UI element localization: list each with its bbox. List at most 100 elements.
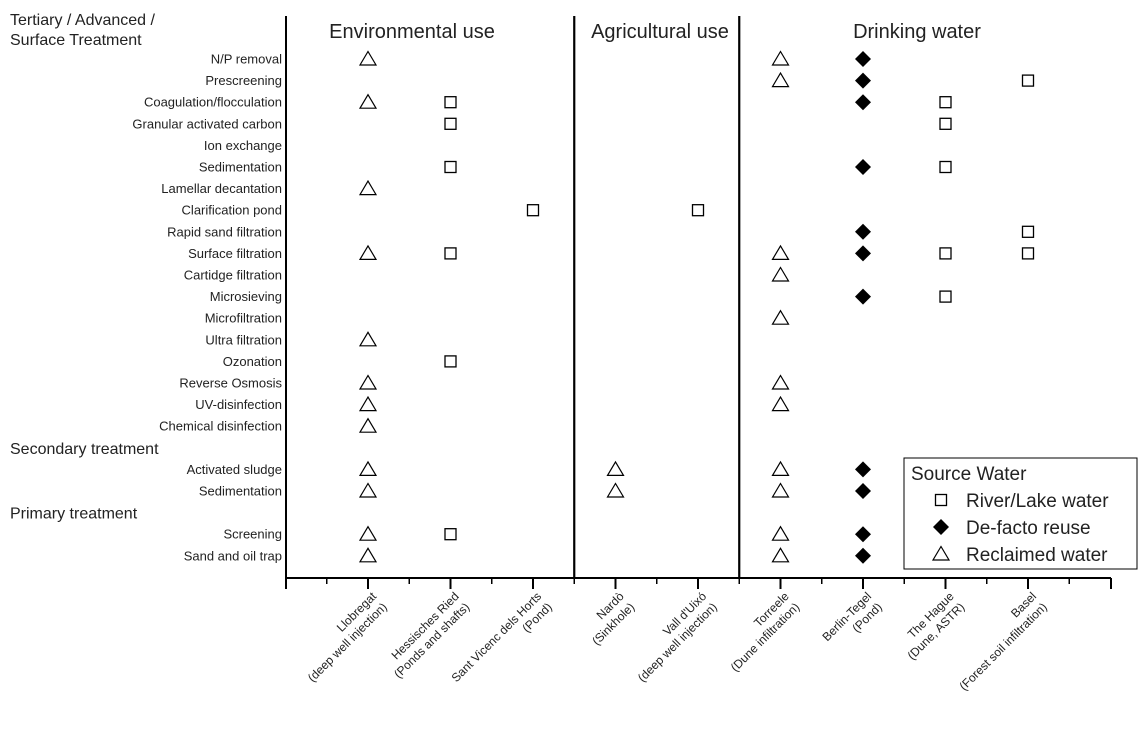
- triangle-marker-torreele-microfiltration: [771, 309, 790, 325]
- triangle-marker-torreele-n-p-removal: [771, 50, 790, 66]
- diamond-marker-berlin-tegel-surface-filtration: [855, 245, 871, 262]
- data-markers: [358, 50, 1035, 564]
- category-label-clarification-pond: Clarification pond: [182, 203, 282, 218]
- category-label-microsieving: Microsieving: [210, 289, 282, 304]
- site-label-the-hague: The Hague(Dune, ASTR): [905, 589, 968, 663]
- category-label-uv-disinfection: UV-disinfection: [195, 397, 282, 412]
- category-label-microfiltration: Microfiltration: [205, 311, 282, 326]
- legend-box: [903, 457, 1138, 570]
- diamond-marker-berlin-tegel-rapid-sand-filtration: [855, 223, 871, 240]
- square-marker-the-hague-granular-activated-carbon: [939, 117, 952, 130]
- triangle-marker-torreele-reverse-osmosis: [771, 374, 790, 390]
- diamond-marker-berlin-tegel-activated-sludge: [855, 461, 871, 478]
- square-marker-basel-prescreening: [1021, 74, 1035, 87]
- category-label-prescreening: Prescreening: [205, 73, 282, 88]
- category-label-n-p-removal: N/P removal: [211, 52, 282, 67]
- triangle-marker-torreele-cartidge-filtration: [771, 266, 790, 282]
- chart-frame: [285, 16, 1112, 589]
- square-marker-the-hague-microsieving: [939, 290, 952, 303]
- category-label-rapid-sand-filtration: Rapid sand filtration: [167, 224, 282, 239]
- site-label-torreele: Torreele(Dune infiltration): [728, 589, 803, 674]
- legend-square-marker: [934, 493, 948, 507]
- category-label-lamellar-decantation: Lamellar decantation: [161, 181, 282, 196]
- triangle-marker-torreele-surface-filtration: [771, 244, 790, 260]
- legend-label-river-lake-water: River/Lake water: [966, 491, 1109, 512]
- category-label-granular-activated-carbon: Granular activated carbon: [132, 116, 282, 131]
- category-label-ultra-filtration: Ultra filtration: [205, 332, 282, 347]
- section-title-environmental-use: Environmental use: [329, 21, 495, 43]
- triangle-marker-llobregat-coagulation-flocculation: [358, 93, 378, 109]
- category-label-cartidge-filtration: Cartidge filtration: [184, 268, 282, 283]
- section-title-drinking-water: Drinking water: [853, 21, 981, 43]
- legend-title: Source Water: [911, 464, 1027, 485]
- site-label-vall-d-uix: Vall d'Uixó(deep well injection): [635, 589, 720, 685]
- square-marker-hessisches-ried-surface-filtration: [444, 247, 457, 260]
- triangle-marker-llobregat-chemical-disinfection: [358, 417, 378, 433]
- triangle-marker-torreele-uv-disinfection: [771, 395, 790, 412]
- triangle-marker-nard-activated-sludge: [606, 460, 625, 476]
- section-headings: Environmental use Agricultural use Drinkin…: [10, 12, 981, 523]
- category-label-sedimentation: Sedimentation: [199, 160, 282, 175]
- site-detail: (Forest soil infiltration): [956, 600, 1049, 693]
- category-labels: N/P removal Prescreening Coagulation/flocc…: [132, 52, 282, 564]
- square-marker-hessisches-ried-sedimentation: [444, 160, 457, 174]
- group-heading-surface-treatment: Surface Treatment: [10, 32, 142, 49]
- group-heading-secondary-treatment: Secondary treatment: [10, 441, 159, 458]
- diamond-marker-berlin-tegel-microsieving: [855, 288, 871, 305]
- square-marker-hessisches-ried-granular-activated-carbon: [444, 117, 457, 130]
- triangle-marker-llobregat-surface-filtration: [358, 244, 378, 260]
- legend-diamond-marker: [933, 519, 949, 535]
- diamond-marker-berlin-tegel-sedimentation: [855, 159, 871, 175]
- diamond-marker-berlin-tegel-sedimentation: [855, 483, 871, 499]
- square-marker-the-hague-coagulation-flocculation: [939, 96, 952, 109]
- triangle-marker-nard-sedimentation: [606, 482, 625, 498]
- square-marker-hessisches-ried-coagulation-flocculation: [444, 96, 457, 109]
- category-label-activated-sludge: Activated sludge: [187, 462, 282, 477]
- site-labels: Llobregat(deep well injection)Hessisches…: [305, 589, 1050, 693]
- group-heading-tertiary-advanced: Tertiary / Advanced /: [10, 12, 156, 29]
- square-marker-basel-rapid-sand-filtration: [1021, 225, 1035, 238]
- diamond-marker-berlin-tegel-coagulation-flocculation: [855, 94, 871, 111]
- square-marker-sant-vicenc-dels-horts-clarification-pond: [526, 204, 540, 217]
- category-label-surface-filtration: Surface filtration: [188, 246, 282, 261]
- triangle-marker-llobregat-sedimentation: [358, 482, 378, 498]
- site-label-nard: Nardò(Sinkhole): [589, 589, 637, 648]
- square-marker-the-hague-sedimentation: [939, 160, 952, 174]
- triangle-marker-torreele-sedimentation: [771, 482, 790, 498]
- triangle-marker-torreele-activated-sludge: [771, 460, 790, 476]
- category-label-screening: Screening: [223, 527, 282, 542]
- square-marker-hessisches-ried-screening: [444, 528, 457, 541]
- site-label-berlin-tegel: Berlin-Tegel(Pond): [819, 589, 884, 644]
- diamond-marker-berlin-tegel-prescreening: [855, 72, 871, 89]
- category-label-ion-exchange: Ion exchange: [204, 138, 282, 153]
- triangle-marker-torreele-screening: [771, 525, 790, 541]
- legend-label-de-facto-reuse: De-facto reuse: [966, 518, 1091, 539]
- diamond-marker-berlin-tegel-screening: [855, 526, 871, 543]
- triangle-marker-llobregat-ultra-filtration: [358, 331, 378, 347]
- triangle-marker-torreele-sand-and-oil-trap: [771, 547, 790, 563]
- triangle-marker-llobregat-n-p-removal: [358, 50, 378, 66]
- triangle-marker-llobregat-uv-disinfection: [358, 395, 378, 412]
- triangle-marker-torreele-prescreening: [771, 71, 790, 88]
- legend-triangle-marker: [931, 545, 951, 561]
- category-label-chemical-disinfection: Chemical disinfection: [159, 419, 282, 434]
- square-marker-vall-d-uix-clarification-pond: [691, 204, 705, 217]
- square-marker-the-hague-surface-filtration: [939, 247, 952, 260]
- diamond-marker-berlin-tegel-sand-and-oil-trap: [855, 547, 871, 564]
- triangle-marker-llobregat-reverse-osmosis: [358, 374, 378, 390]
- category-label-sedimentation: Sedimentation: [199, 484, 282, 499]
- group-heading-primary-treatment: Primary treatment: [10, 506, 138, 523]
- category-label-coagulation-flocculation: Coagulation/flocculation: [144, 95, 282, 110]
- section-title-agricultural-use: Agricultural use: [591, 21, 729, 43]
- square-marker-hessisches-ried-ozonation: [444, 355, 457, 368]
- triangle-marker-llobregat-activated-sludge: [358, 460, 378, 476]
- triangle-marker-llobregat-lamellar-decantation: [358, 179, 378, 196]
- legend-label-reclaimed-water: Reclaimed water: [966, 545, 1108, 566]
- triangle-marker-llobregat-screening: [358, 525, 378, 541]
- category-label-sand-and-oil-trap: Sand and oil trap: [184, 548, 282, 563]
- category-label-ozonation: Ozonation: [223, 354, 282, 369]
- site-label-llobregat: Llobregat(deep well injection): [305, 589, 390, 685]
- legend: Source Water River/Lake water De-facto reu…: [903, 457, 1138, 570]
- triangle-marker-llobregat-sand-and-oil-trap: [358, 547, 378, 563]
